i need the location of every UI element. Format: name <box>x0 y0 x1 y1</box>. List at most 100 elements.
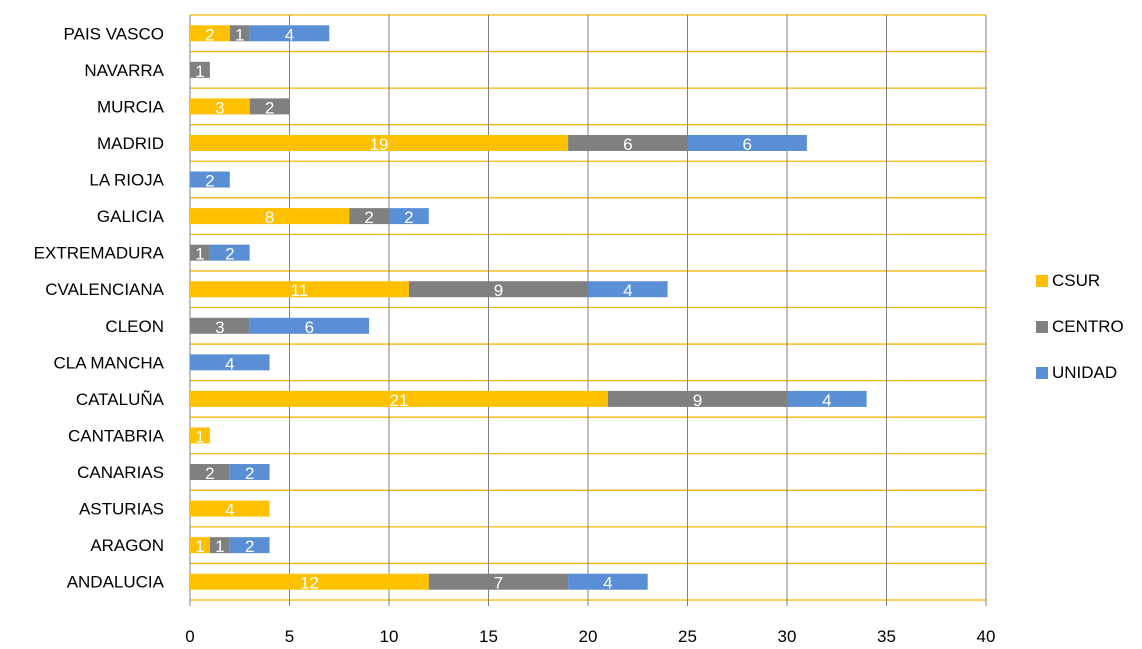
data-label: 1 <box>215 537 224 556</box>
data-label: 6 <box>742 135 751 154</box>
bar-segment-csur <box>190 500 270 517</box>
data-label: 1 <box>195 62 204 81</box>
legend-label-centro: CENTRO <box>1052 317 1124 336</box>
data-label: 2 <box>245 537 254 556</box>
category-label: NAVARRA <box>84 61 164 80</box>
bar-segment-csur <box>190 98 250 115</box>
legend-label-unidad: UNIDAD <box>1052 363 1118 382</box>
x-tick-label: 20 <box>579 627 598 646</box>
data-label: 1 <box>195 427 204 446</box>
category-label: EXTREMADURA <box>34 244 165 263</box>
x-tick-label: 30 <box>778 627 797 646</box>
data-label: 6 <box>305 318 314 337</box>
data-label: 9 <box>494 281 503 300</box>
x-tick-label: 40 <box>977 627 996 646</box>
legend-item-unidad: UNIDAD <box>1036 362 1124 384</box>
data-label: 2 <box>245 464 254 483</box>
data-label: 6 <box>623 135 632 154</box>
bar-segment-unidad <box>787 390 867 407</box>
data-label: 2 <box>404 208 413 227</box>
x-tick-label: 10 <box>380 627 399 646</box>
legend-item-centro: CENTRO <box>1036 316 1124 338</box>
data-label: 4 <box>285 25 294 44</box>
bar-segment-centro <box>428 573 569 590</box>
bar-segment-csur <box>190 390 608 407</box>
data-label: 4 <box>603 574 612 593</box>
category-label: PAIS VASCO <box>64 24 164 43</box>
bar-segment-unidad <box>190 171 230 188</box>
data-label: 21 <box>389 391 408 410</box>
bar-segment-centro <box>229 25 250 42</box>
bar-segment-csur <box>190 537 210 554</box>
bar-segment-csur <box>190 427 210 444</box>
bar-segment-unidad <box>389 208 429 225</box>
x-tick-label: 25 <box>678 627 697 646</box>
category-label: CANTABRIA <box>68 426 165 445</box>
data-label: 1 <box>195 537 204 556</box>
category-label: GALICIA <box>97 207 165 226</box>
bar-segment-unidad <box>588 281 668 298</box>
legend-swatch-centro <box>1036 321 1048 333</box>
data-label: 2 <box>205 464 214 483</box>
bar-segment-unidad <box>568 573 648 590</box>
bar-segment-unidad <box>249 25 330 42</box>
data-label: 2 <box>225 245 234 264</box>
bar-segment-unidad <box>229 537 270 554</box>
chart-legend: CSUR CENTRO UNIDAD <box>1036 270 1124 408</box>
x-tick-label: 35 <box>877 627 896 646</box>
data-label: 3 <box>215 318 224 337</box>
data-label: 19 <box>370 135 389 154</box>
category-label: CLA MANCHA <box>53 353 164 372</box>
bar-segment-unidad <box>687 134 807 151</box>
bar-segment-unidad <box>249 317 370 334</box>
data-label: 2 <box>205 25 214 44</box>
bar-segment-centro <box>408 281 588 298</box>
data-label: 2 <box>364 208 373 227</box>
bar-segment-centro <box>190 317 250 334</box>
data-label: 4 <box>623 281 632 300</box>
bar-segment-unidad <box>209 244 250 261</box>
bar-segment-centro <box>349 208 389 225</box>
data-label: 8 <box>265 208 274 227</box>
data-label: 11 <box>291 281 309 300</box>
bar-segment-centro <box>190 464 230 481</box>
category-label: ARAGON <box>90 536 164 555</box>
legend-label-csur: CSUR <box>1052 271 1101 290</box>
bar-segment-centro <box>209 537 230 554</box>
bar-segment-centro <box>249 98 290 115</box>
bar-segment-unidad <box>229 464 270 481</box>
category-label: CATALUÑA <box>76 390 165 409</box>
data-label: 4 <box>822 391 831 410</box>
data-label: 1 <box>235 25 244 44</box>
category-label: ASTURIAS <box>79 500 164 519</box>
bar-segment-centro <box>190 61 210 78</box>
bar-segment-centro <box>568 134 688 151</box>
data-label: 7 <box>494 574 503 593</box>
legend-swatch-unidad <box>1036 367 1048 379</box>
data-label: 2 <box>205 172 214 191</box>
bar-segment-csur <box>190 208 350 225</box>
legend-item-csur: CSUR <box>1036 270 1124 292</box>
category-label: MURCIA <box>97 97 165 116</box>
bar-segment-csur <box>190 134 569 151</box>
data-label: 1 <box>195 245 204 264</box>
data-label: 3 <box>215 98 224 117</box>
bar-segment-csur <box>190 25 230 42</box>
category-label: CVALENCIANA <box>45 280 164 299</box>
bar-segment-unidad <box>190 354 270 371</box>
bar-segment-csur <box>190 281 409 298</box>
data-label: 2 <box>265 98 274 117</box>
bar-segment-centro <box>607 390 787 407</box>
x-tick-label: 0 <box>185 627 194 646</box>
data-label: 4 <box>225 354 234 373</box>
bar-segment-csur <box>190 573 429 590</box>
data-label: 9 <box>693 391 702 410</box>
legend-swatch-csur <box>1036 275 1048 287</box>
x-tick-label: 15 <box>479 627 498 646</box>
x-tick-label: 5 <box>285 627 294 646</box>
category-label: CLEON <box>105 317 164 336</box>
data-label: 12 <box>300 574 319 593</box>
bar-segment-centro <box>190 244 210 261</box>
category-label: ANDALUCIA <box>67 573 165 592</box>
